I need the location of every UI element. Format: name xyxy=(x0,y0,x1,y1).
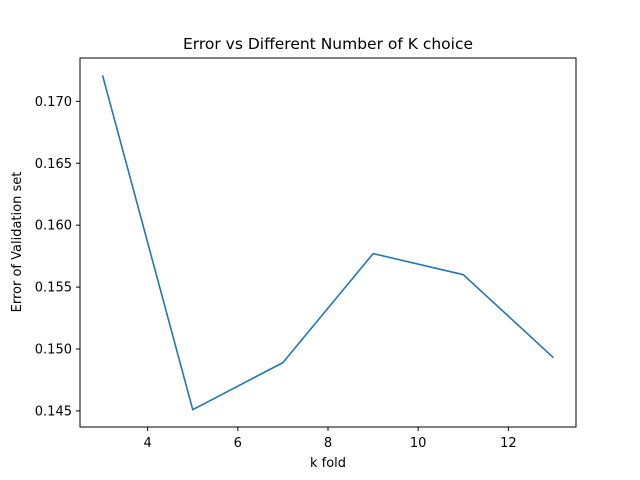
x-axis-label: k fold xyxy=(310,456,346,471)
x-tick-label: 6 xyxy=(234,436,242,451)
y-tick-label: 0.155 xyxy=(35,281,72,296)
x-tick-label: 8 xyxy=(324,436,332,451)
y-tick-label: 0.170 xyxy=(35,95,72,110)
chart-title: Error vs Different Number of K choice xyxy=(183,35,473,53)
x-tick-label: 4 xyxy=(143,436,151,451)
y-axis-label: Error of Validation set xyxy=(10,172,25,313)
series-line xyxy=(101,75,554,411)
y-tick-label: 0.150 xyxy=(35,342,72,357)
x-tick-label: 12 xyxy=(500,436,517,451)
y-tick-label: 0.160 xyxy=(35,219,72,234)
y-tick-label: 0.145 xyxy=(35,404,72,419)
plot-area: 4 6 8 10 12 0.145 0.150 0.155 0.160 0.165 0.170 xyxy=(35,57,577,451)
y-tick-label: 0.165 xyxy=(35,157,72,172)
x-tick-label: 10 xyxy=(410,436,427,451)
